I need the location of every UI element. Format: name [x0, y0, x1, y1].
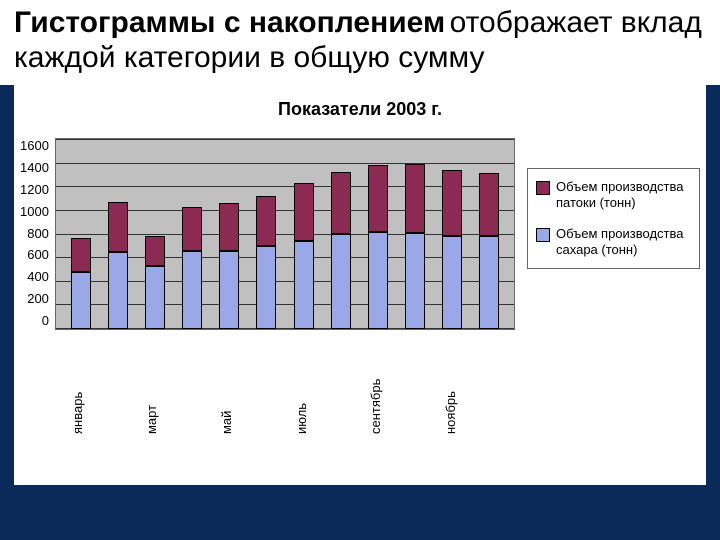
bar — [294, 183, 314, 329]
bar — [479, 173, 499, 329]
y-tick-label: 1600 — [20, 138, 49, 153]
y-tick-label: 800 — [27, 226, 49, 241]
legend-label: Объем производства патоки (тонн) — [556, 179, 691, 212]
bar — [108, 202, 128, 329]
bar — [331, 172, 351, 329]
bar-segment-sugar — [182, 251, 202, 329]
y-tick-label: 1000 — [20, 204, 49, 219]
chart-title: Показатели 2003 г. — [20, 99, 700, 120]
bar — [219, 203, 239, 329]
chart-area: Показатели 2003 г. 1600 1400 1200 1000 800 60… — [14, 85, 706, 485]
bar-segment-sugar — [331, 234, 351, 329]
bar-segment-molasses — [71, 238, 91, 272]
y-tick-label: 200 — [27, 291, 49, 306]
x-tick-label — [331, 334, 351, 434]
bar-segment-molasses — [108, 202, 128, 252]
x-tick-label — [406, 334, 426, 434]
bar-segment-molasses — [405, 164, 425, 233]
bar-segment-molasses — [479, 173, 499, 236]
bar-segment-molasses — [182, 207, 202, 251]
legend-swatch-icon — [536, 181, 550, 195]
bar-segment-molasses — [219, 203, 239, 251]
x-tick-label: ноябрь — [443, 334, 463, 434]
x-tick-label: июль — [294, 334, 314, 434]
bar — [256, 196, 276, 329]
bar-segment-molasses — [331, 172, 351, 234]
legend-item: Объем производства сахара (тонн) — [536, 226, 691, 259]
bar-segment-sugar — [256, 246, 276, 329]
bar — [145, 236, 165, 329]
x-tick-label: март — [144, 334, 164, 434]
legend-label: Объем производства сахара (тонн) — [556, 226, 691, 259]
y-tick-label: 1400 — [20, 160, 49, 175]
x-tick-label — [182, 334, 202, 434]
x-tick-label — [480, 334, 500, 434]
bar — [182, 207, 202, 329]
x-tick-label — [107, 334, 127, 434]
x-tick-label: сентябрь — [368, 334, 388, 434]
y-tick-label: 0 — [42, 313, 49, 328]
bar-segment-sugar — [479, 236, 499, 329]
y-tick-label: 600 — [27, 247, 49, 262]
bar-segment-sugar — [108, 252, 128, 329]
bar-segment-sugar — [145, 266, 165, 329]
legend-swatch-icon — [536, 228, 550, 242]
bar — [405, 164, 425, 329]
bar-segment-sugar — [405, 233, 425, 329]
title-bold: Гистограммы с накоплением — [14, 6, 445, 39]
bar-segment-molasses — [442, 170, 462, 237]
x-axis: январь март май июль сентябрь ноябрь — [55, 330, 515, 434]
x-tick-label: январь — [70, 334, 90, 434]
x-tick-label: май — [219, 334, 239, 434]
bar-segment-molasses — [294, 183, 314, 241]
bar — [442, 170, 462, 329]
bar — [71, 238, 91, 329]
y-tick-label: 1200 — [20, 182, 49, 197]
bar-segment-sugar — [294, 241, 314, 329]
bar-segment-sugar — [442, 236, 462, 329]
plot-area — [55, 138, 515, 330]
bar-segment-molasses — [256, 196, 276, 246]
bar — [368, 165, 388, 329]
y-axis: 1600 1400 1200 1000 800 600 400 200 0 — [20, 138, 55, 328]
legend-item: Объем производства патоки (тонн) — [536, 179, 691, 212]
bar-segment-sugar — [71, 272, 91, 329]
title-block: Гистограммы с накоплением отображает вкл… — [0, 0, 720, 85]
y-tick-label: 400 — [27, 269, 49, 284]
bar-segment-sugar — [368, 232, 388, 329]
bar-segment-sugar — [219, 251, 239, 329]
bar-segment-molasses — [368, 165, 388, 232]
bar-segment-molasses — [145, 236, 165, 266]
legend: Объем производства патоки (тонн) Объем п… — [527, 168, 700, 269]
x-tick-label — [256, 334, 276, 434]
